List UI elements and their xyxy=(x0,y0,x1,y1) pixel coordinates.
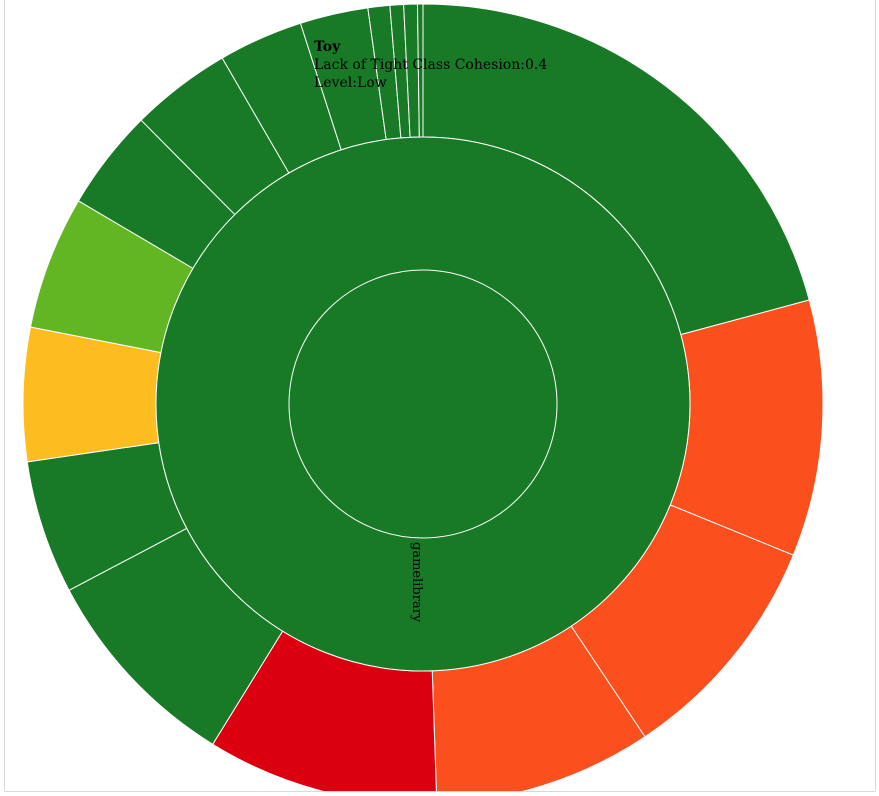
tooltip-metric: Lack of Tight Class Cohesion:0.4 xyxy=(314,57,548,73)
sunburst-chart: gamelibrary xyxy=(22,3,824,791)
tooltip-level: Level:Low xyxy=(314,75,387,91)
root-circle[interactable] xyxy=(288,269,558,539)
tooltip: Toy Lack of Tight Class Cohesion:0.4 Lev… xyxy=(314,38,547,92)
outer-ring xyxy=(22,3,824,791)
root-label: gamelibrary xyxy=(409,542,424,623)
chart-frame: gamelibrary Toy Lack of Tight Class Cohe… xyxy=(4,0,876,792)
tooltip-name: Toy xyxy=(314,39,341,55)
